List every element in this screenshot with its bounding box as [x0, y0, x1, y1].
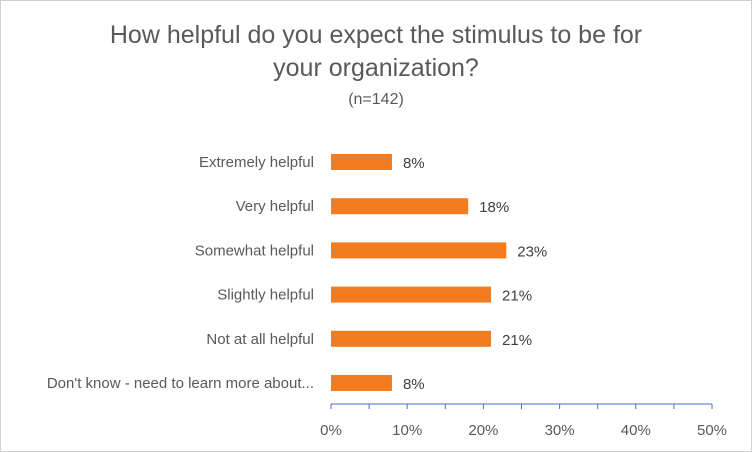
data-label-4: 21% [502, 288, 532, 305]
chart-subtitle: (n=142) [348, 91, 404, 108]
data-label-1: 8% [403, 155, 425, 172]
data-label-5: 21% [502, 332, 532, 349]
chart-title-line-1: How helpful do you expect the stimulus t… [109, 21, 643, 49]
category-label-2: Very helpful [236, 198, 314, 215]
x-tick-label-6: 50% [697, 422, 727, 439]
chart-title-line-2: your organization? [273, 54, 479, 82]
chart-title: How helpful do you expect the stimulus t… [1, 19, 751, 85]
category-label-5: Not at all helpful [206, 331, 314, 348]
category-label-4: Slightly helpful [217, 287, 314, 304]
bar-3 [331, 242, 507, 259]
x-tick-label-5: 40% [621, 422, 651, 439]
category-label-1: Extremely helpful [199, 154, 314, 171]
bar-4 [331, 286, 492, 303]
bar-5 [331, 330, 492, 347]
x-tick-label-1: 0% [320, 422, 342, 439]
bar-6 [331, 375, 392, 391]
x-tick-label-2: 10% [392, 422, 422, 439]
data-label-6: 8% [403, 376, 425, 393]
data-label-3: 23% [517, 243, 547, 260]
x-tick-label-3: 20% [468, 422, 498, 439]
data-label-2: 18% [479, 199, 509, 216]
bar-2 [331, 198, 469, 215]
category-label-6: Don't know - need to learn more about... [47, 375, 314, 392]
x-tick-label-4: 30% [545, 422, 575, 439]
category-label-3: Somewhat helpful [195, 242, 314, 259]
bar-1 [331, 154, 392, 170]
